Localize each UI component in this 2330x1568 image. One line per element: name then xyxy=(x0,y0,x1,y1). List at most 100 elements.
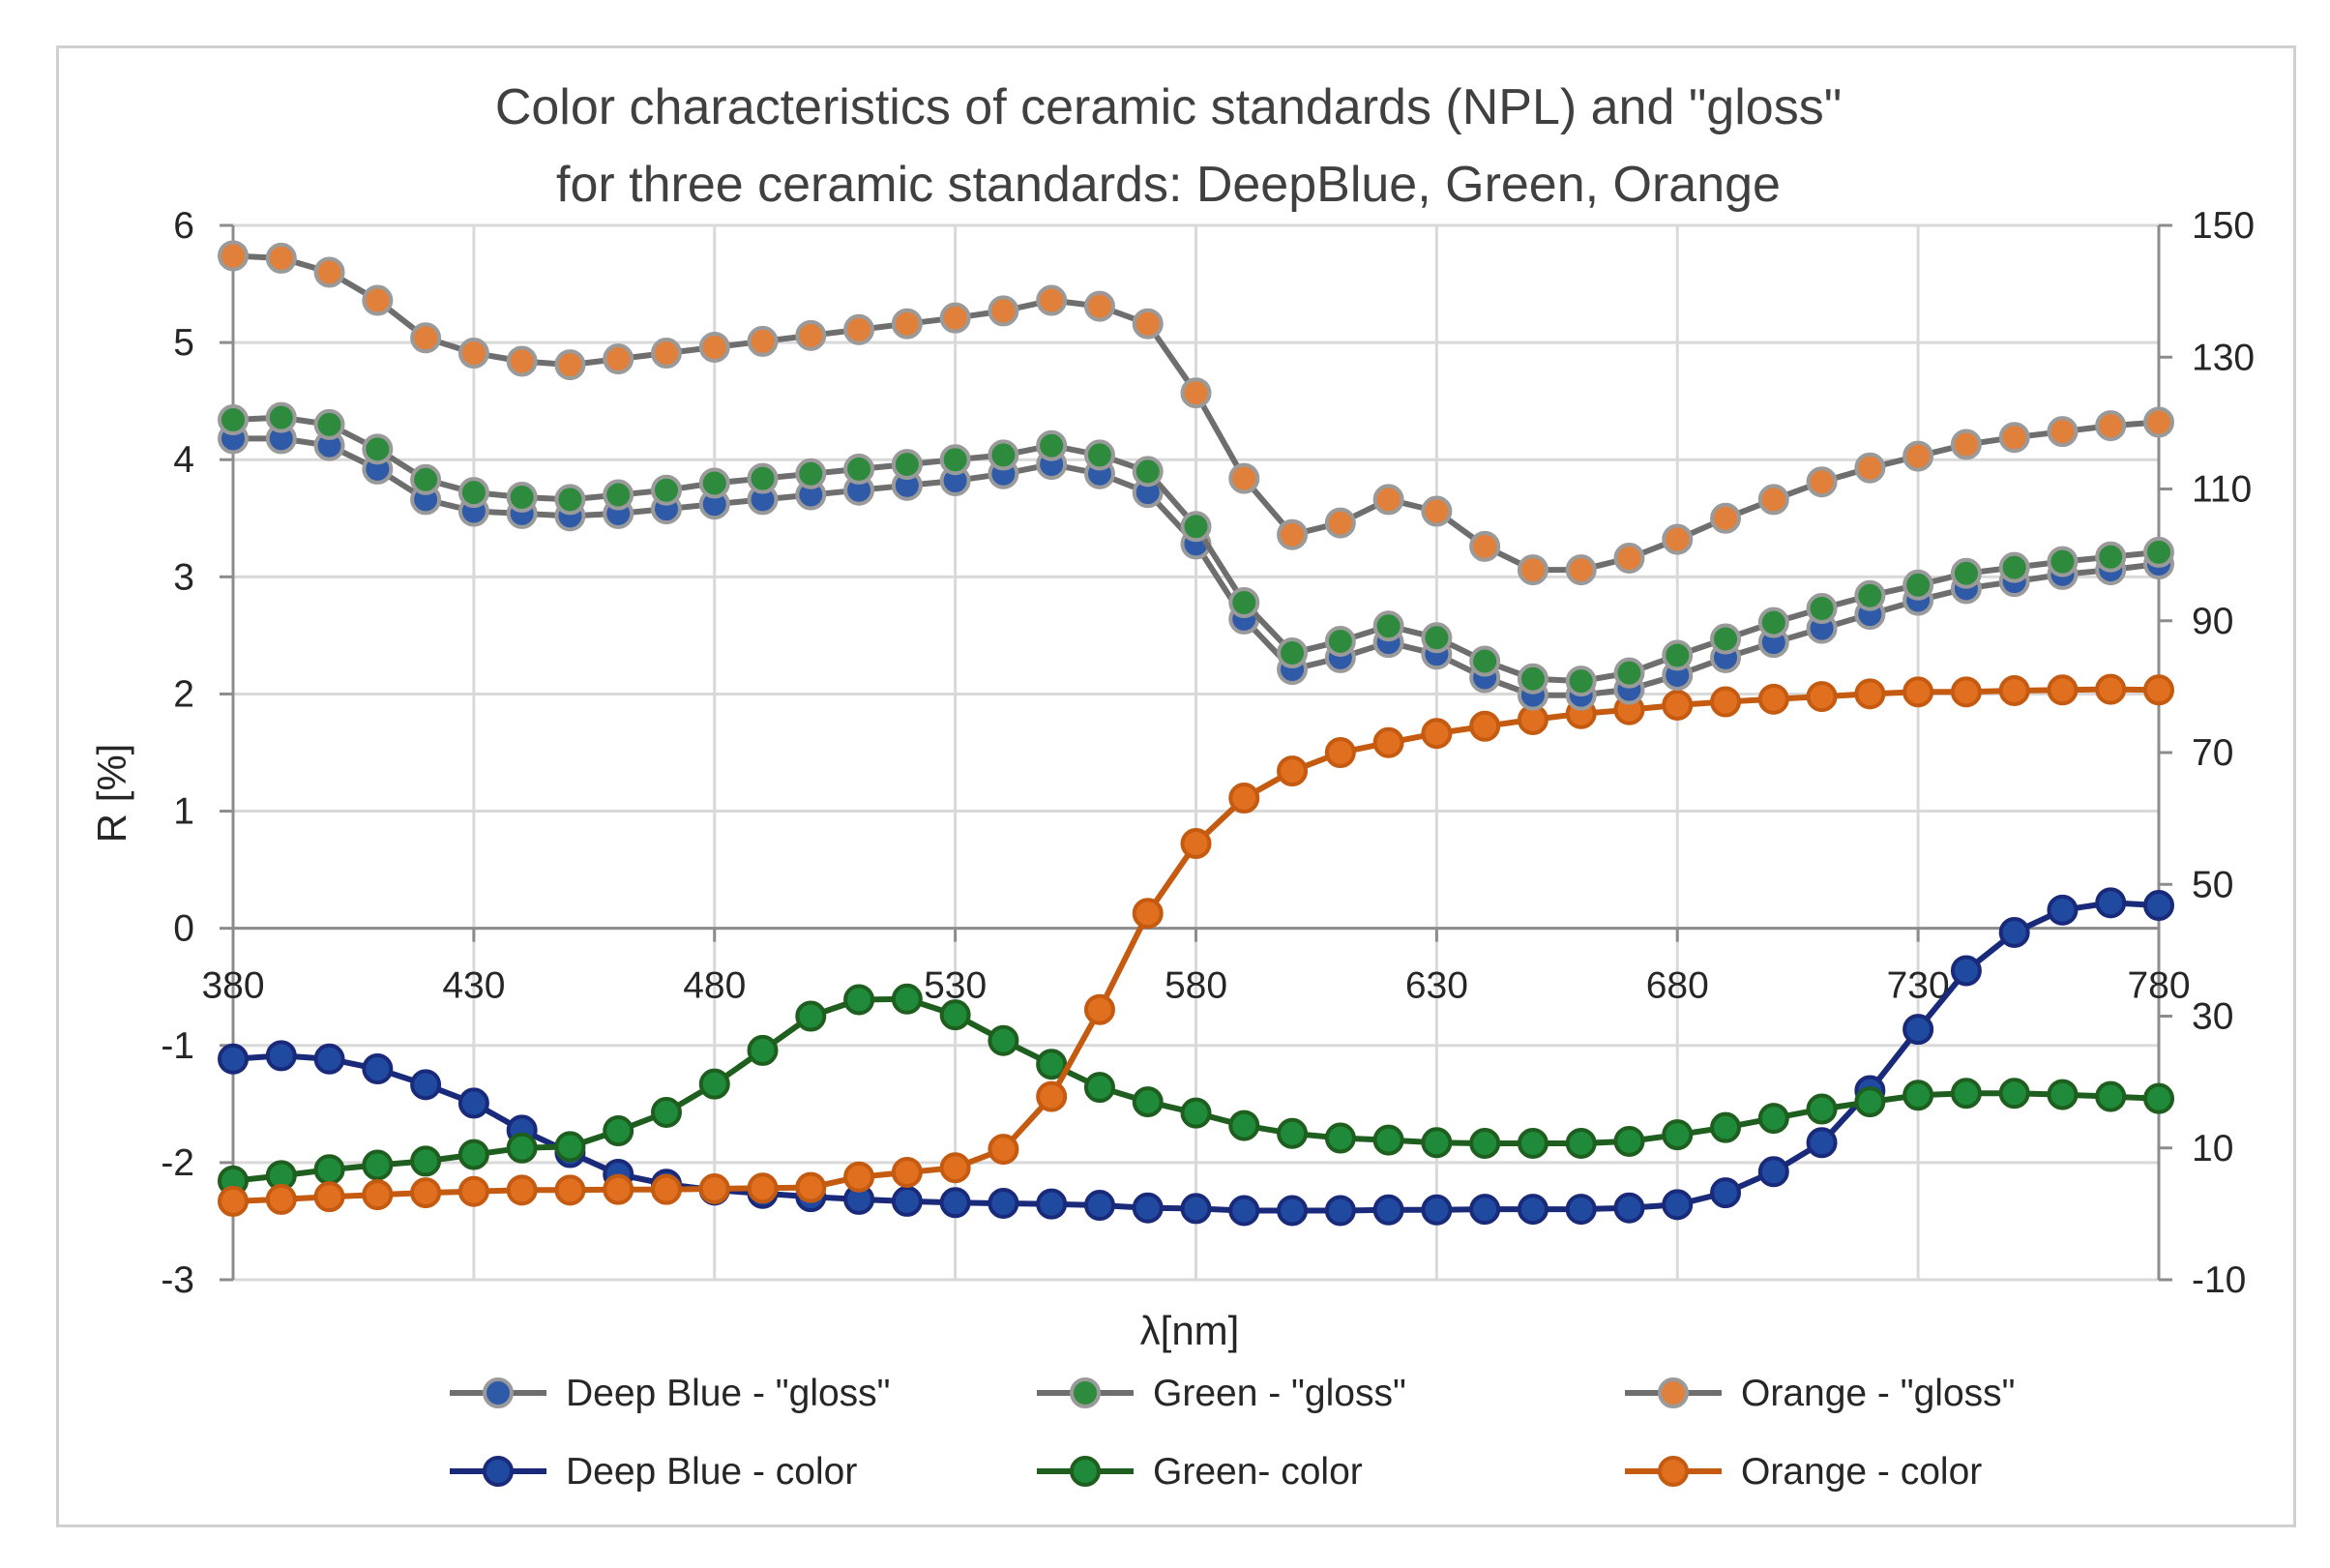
data-point xyxy=(1710,1177,1742,1209)
data-point xyxy=(265,242,297,274)
data-point xyxy=(1372,1194,1404,1226)
x-tick-label: 430 xyxy=(442,965,505,1007)
y-tick-label-right: 10 xyxy=(2192,1128,2233,1169)
data-point xyxy=(2047,546,2079,577)
data-point xyxy=(362,1149,394,1181)
data-point xyxy=(939,302,971,334)
legend-item: Orange - "gloss" xyxy=(1625,1373,2015,1414)
data-point xyxy=(554,349,586,381)
data-point xyxy=(218,1043,249,1075)
data-point xyxy=(1565,1194,1597,1226)
data-point xyxy=(1228,586,1260,618)
data-point xyxy=(1757,606,1789,638)
y-tick-label-right: 90 xyxy=(2192,601,2233,642)
data-point xyxy=(2095,541,2127,573)
data-point xyxy=(1902,1014,1934,1046)
data-point xyxy=(843,1161,875,1193)
series-2 xyxy=(218,240,2174,586)
data-point xyxy=(554,1131,586,1163)
data-point xyxy=(506,1174,538,1206)
data-point xyxy=(362,1053,394,1084)
data-point xyxy=(1902,1080,1934,1111)
data-point xyxy=(1902,440,1934,472)
data-point xyxy=(843,984,875,1016)
data-point xyxy=(313,1154,345,1186)
data-point xyxy=(1854,678,1886,710)
data-point xyxy=(1132,1086,1164,1118)
data-point xyxy=(1806,1093,1838,1125)
data-point xyxy=(891,449,923,481)
data-point xyxy=(1180,1097,1212,1129)
y-tick-label-right: 110 xyxy=(2192,469,2252,511)
data-point xyxy=(1998,422,2030,454)
data-point xyxy=(2095,887,2127,919)
legend-label: Green - "gloss" xyxy=(1153,1373,1406,1414)
data-point xyxy=(506,481,538,513)
data-point xyxy=(410,463,442,495)
data-point xyxy=(1806,466,1838,498)
data-point xyxy=(1036,1049,1068,1080)
data-point xyxy=(1662,1119,1694,1151)
data-point xyxy=(1613,657,1645,689)
data-point xyxy=(1710,686,1742,718)
data-point xyxy=(1469,530,1501,562)
data-point xyxy=(1806,593,1838,625)
data-point xyxy=(218,1185,249,1217)
series-5 xyxy=(218,673,2174,1217)
legend-label: Orange - "gloss" xyxy=(1741,1373,2015,1414)
data-point xyxy=(1083,993,1115,1025)
data-point xyxy=(988,295,1019,327)
data-point xyxy=(1372,484,1404,516)
data-point xyxy=(554,1174,586,1206)
data-point xyxy=(410,1145,442,1177)
data-point xyxy=(2047,894,2079,926)
data-point xyxy=(1277,518,1309,550)
data-point xyxy=(1998,1078,2030,1109)
data-point xyxy=(1324,1195,1356,1227)
y-tick-label-left: 5 xyxy=(173,322,194,364)
data-point xyxy=(218,240,249,272)
legend: Deep Blue - "gloss" Green - "gloss" Orange… xyxy=(450,1373,2015,1493)
data-point xyxy=(698,467,730,499)
data-point xyxy=(795,1000,827,1032)
legend-marker xyxy=(483,1377,514,1408)
data-point xyxy=(1372,726,1404,758)
data-point xyxy=(1324,625,1356,657)
chart-title-line-2: for three ceramic standards: DeepBlue, G… xyxy=(556,157,1781,213)
data-point xyxy=(1132,456,1164,488)
data-point xyxy=(603,1173,634,1205)
y-tick-label-right: 130 xyxy=(2192,337,2255,378)
data-point xyxy=(313,408,345,440)
data-point xyxy=(891,983,923,1015)
data-point xyxy=(603,479,634,511)
data-point xyxy=(1421,1127,1453,1159)
data-point xyxy=(2143,406,2174,438)
x-tick-label: 580 xyxy=(1165,965,1227,1007)
data-point xyxy=(1372,610,1404,642)
data-point xyxy=(1517,1194,1548,1226)
data-point xyxy=(1421,718,1453,750)
data-point xyxy=(1565,554,1597,586)
data-point xyxy=(265,401,297,433)
data-point xyxy=(2143,1082,2174,1114)
data-point xyxy=(1228,1109,1260,1141)
data-point xyxy=(1180,828,1212,860)
data-point xyxy=(1757,1156,1789,1188)
data-point xyxy=(1132,1192,1164,1224)
data-point xyxy=(650,338,682,370)
data-point xyxy=(1277,755,1309,787)
data-point xyxy=(1083,1072,1115,1104)
data-point xyxy=(2143,674,2174,706)
legend-marker xyxy=(483,1456,514,1487)
data-point xyxy=(1662,523,1694,555)
data-point xyxy=(457,1087,489,1119)
data-point xyxy=(1950,557,1982,589)
data-point xyxy=(1662,1189,1694,1221)
data-point xyxy=(1757,683,1789,715)
data-point xyxy=(1132,898,1164,930)
y-tick-label-left: 2 xyxy=(173,673,194,715)
data-point xyxy=(650,1096,682,1128)
data-point xyxy=(939,444,971,476)
y-tick-label-left: -3 xyxy=(161,1259,194,1301)
